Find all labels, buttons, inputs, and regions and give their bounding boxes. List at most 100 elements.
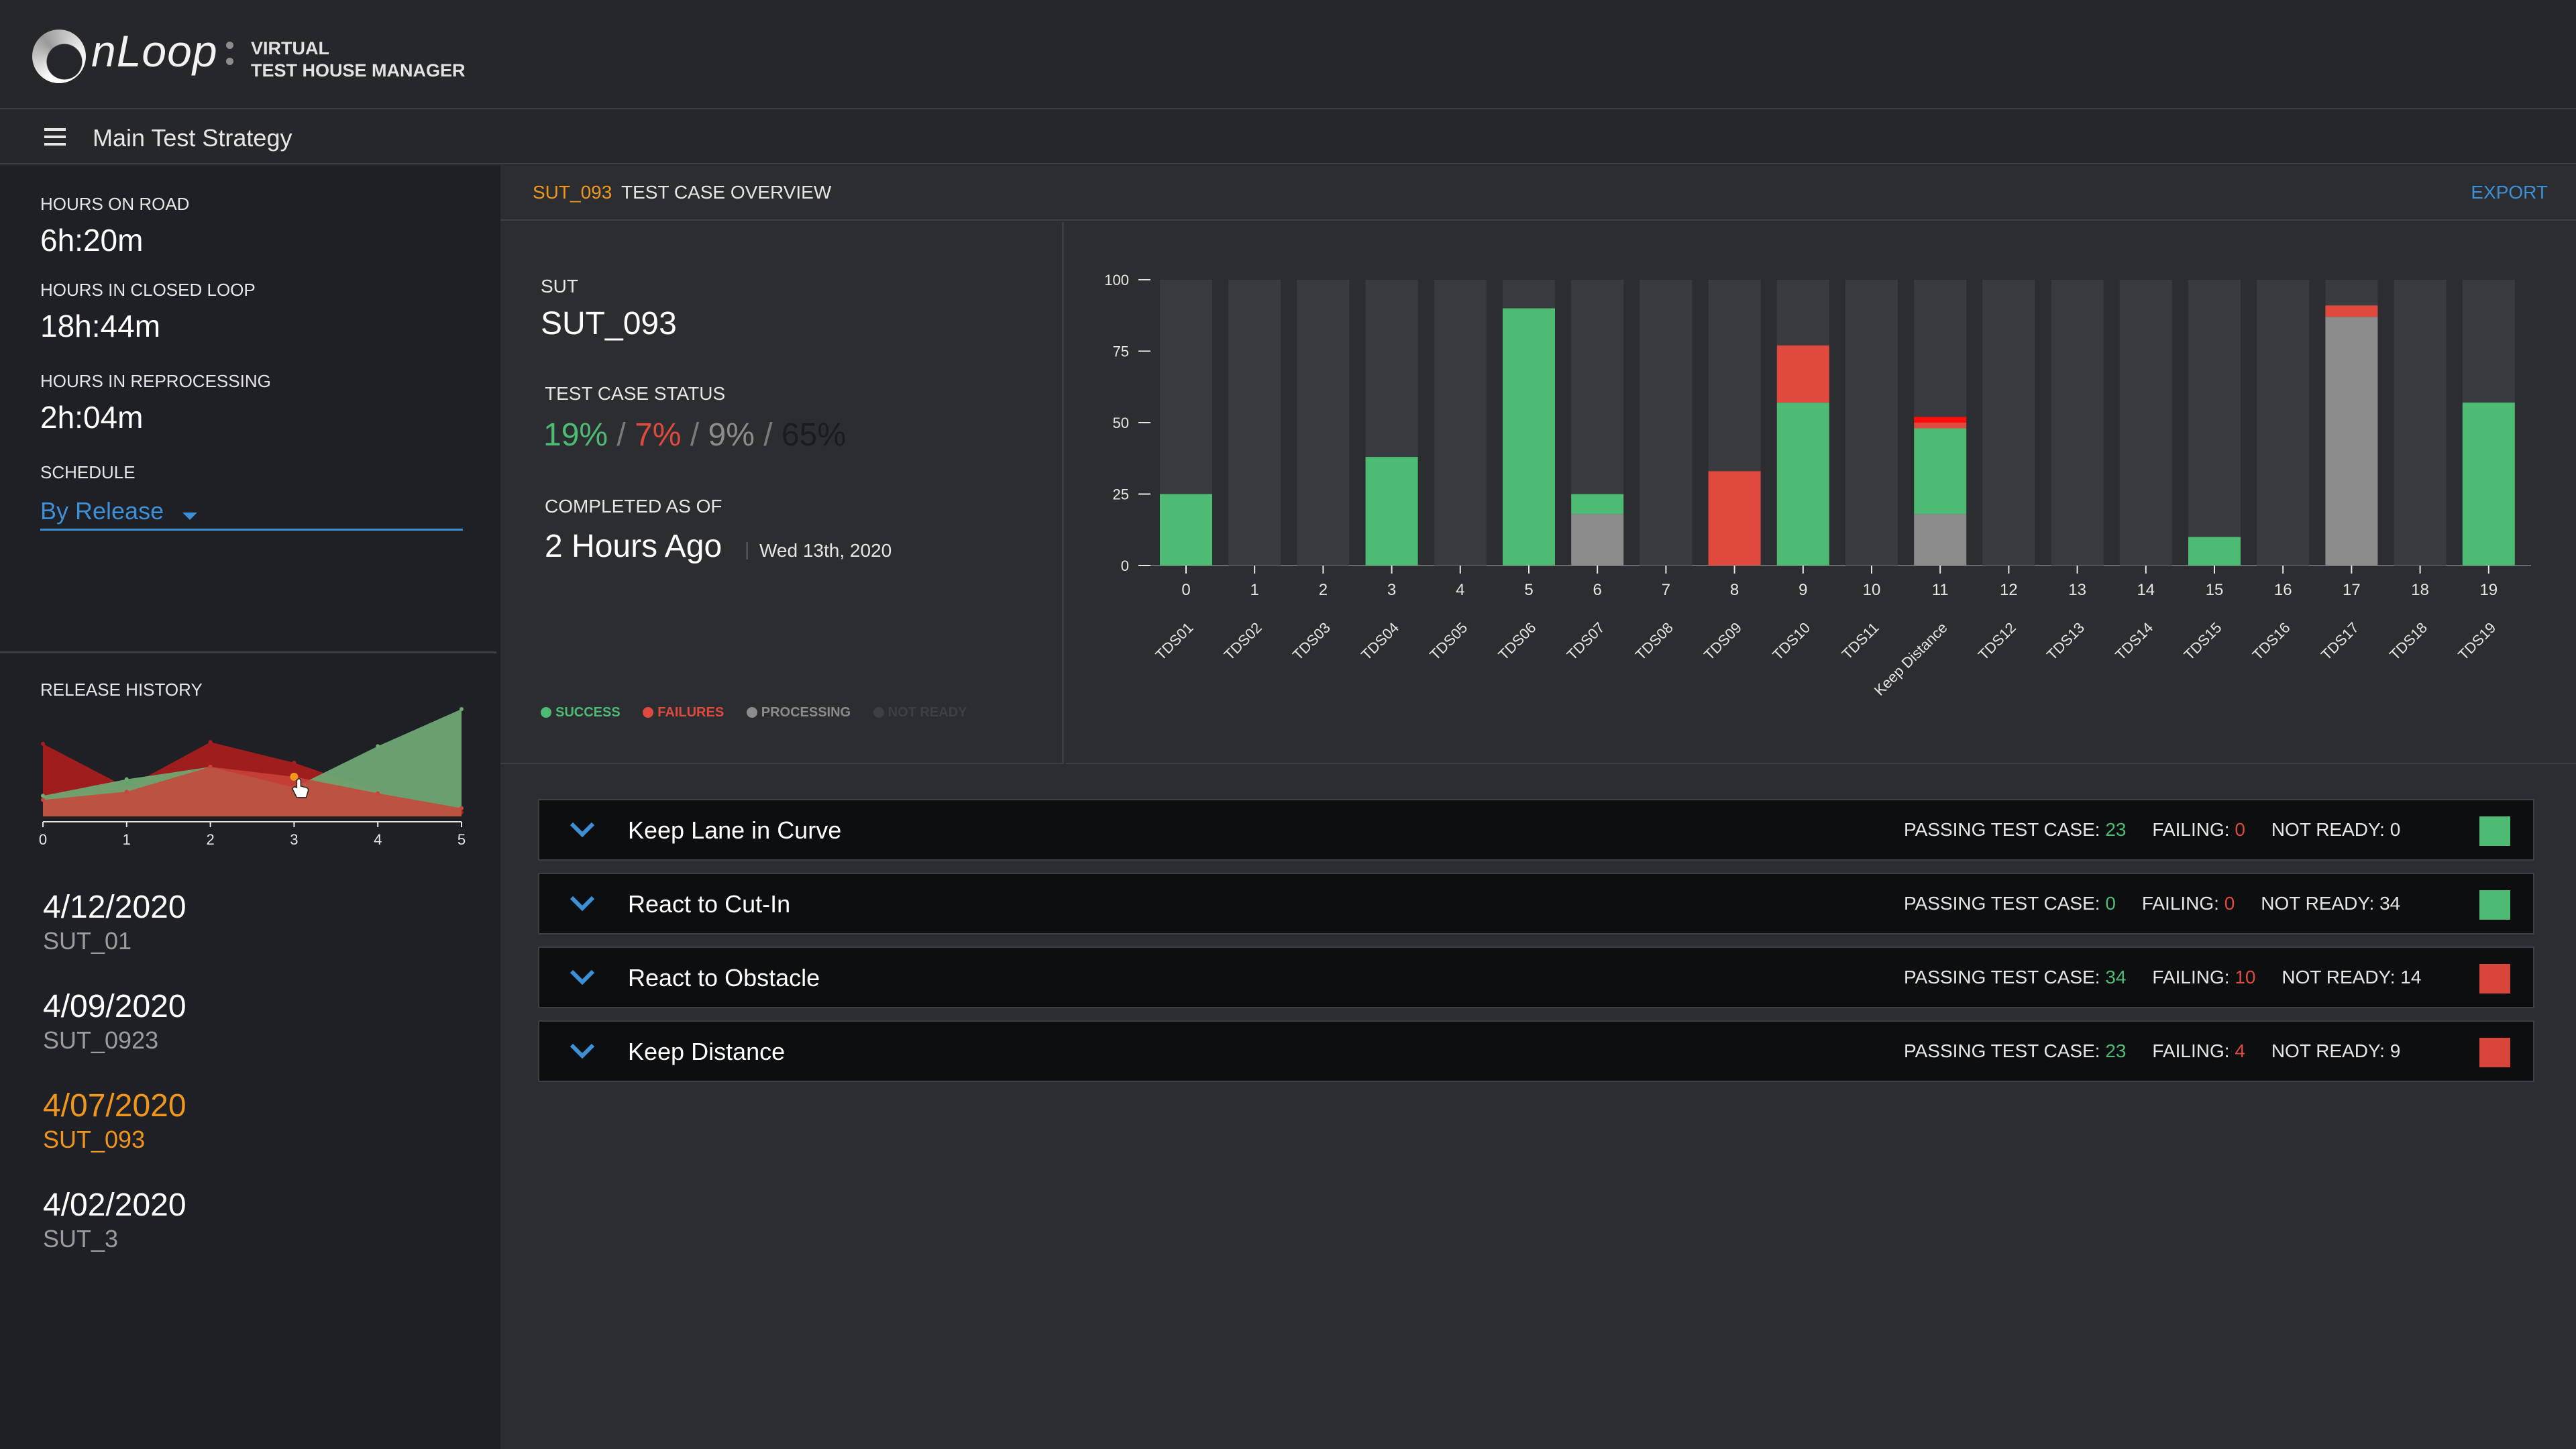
hand-cursor-icon [292, 778, 309, 798]
release-item[interactable]: 4/02/2020 SUT_3 [43, 1187, 186, 1253]
x-tick-label: 6 [1593, 581, 1602, 599]
category-label: TDS05 [1426, 619, 1470, 663]
category-label: TDS06 [1495, 619, 1539, 663]
category-label: Keep Distance [1871, 619, 1951, 699]
chevron-down-icon[interactable] [569, 1042, 596, 1059]
bar-segment-failures[interactable] [1708, 471, 1761, 566]
x-tick-label: 14 [2137, 581, 2155, 599]
logo-text: nLoop [91, 26, 218, 76]
bar-segment-success[interactable] [1503, 308, 1555, 566]
release-item-active[interactable]: 4/07/2020 SUT_093 [43, 1087, 186, 1154]
completed-date-divider: | [745, 539, 750, 559]
bar-segment-success[interactable] [1914, 428, 1967, 515]
bar-segment-success[interactable] [1571, 494, 1624, 515]
category-label: TDS03 [1289, 619, 1334, 663]
bar-segment-failures[interactable] [1914, 423, 1967, 429]
schedule-value: By Release [40, 497, 164, 525]
release-point[interactable] [41, 741, 45, 746]
category-label: TDS11 [1839, 619, 1882, 663]
hours-closed-loop-label: HOURS IN CLOSED LOOP [40, 280, 256, 300]
bar-segment-failures[interactable] [1776, 345, 1829, 403]
category-label: TDS13 [2043, 619, 2088, 663]
test-group-row[interactable]: Keep Lane in Curve PASSING TEST CASE: 23… [538, 799, 2534, 861]
status-swatch [2479, 816, 2510, 846]
completed-label: COMPLETED AS OF [545, 496, 722, 517]
schedule-select[interactable]: By Release [40, 497, 463, 531]
legend-not-ready: NOT READY [873, 705, 967, 720]
release-point[interactable] [41, 794, 45, 798]
y-tick-label: 50 [1113, 415, 1129, 431]
legend-failures: FAILURES [643, 705, 724, 720]
bar-segment-success[interactable] [2188, 537, 2241, 566]
chevron-down-icon[interactable] [569, 820, 596, 838]
bar-segment-success[interactable] [1776, 402, 1829, 566]
menu-icon[interactable] [44, 128, 66, 146]
release-sut: SUT_0923 [43, 1026, 159, 1054]
bar-background-not-ready [1434, 280, 1487, 566]
status-not-ready: 65% [781, 417, 846, 453]
hours-reprocessing-label: HOURS IN REPROCESSING [40, 371, 271, 391]
release-item[interactable]: 4/09/2020 SUT_0923 [43, 988, 186, 1055]
release-point-selected[interactable] [290, 772, 299, 781]
sut-info-panel: SUT SUT_093 TEST CASE STATUS 19% / 7% / … [500, 222, 1064, 764]
test-case-status-label: TEST CASE STATUS [545, 383, 726, 404]
release-item[interactable]: 4/12/2020 SUT_01 [43, 889, 186, 955]
strategy-bar: Main Test Strategy [0, 111, 2576, 164]
x-tick-label: 5 [1524, 581, 1533, 599]
bar-background-not-ready [2394, 280, 2447, 566]
bar-segment-failures_highlight[interactable] [1914, 417, 1967, 423]
bar-segment-success[interactable] [1365, 457, 1418, 566]
release-point[interactable] [208, 740, 213, 745]
status-separator: / [763, 417, 773, 453]
release-date: 4/09/2020 [43, 989, 186, 1024]
sut-label: SUT [541, 276, 578, 297]
test-group-stats: PASSING TEST CASE: 23 FAILING: 4 NOT REA… [1904, 1040, 2401, 1061]
release-sut: SUT_093 [43, 1126, 146, 1153]
status-swatch [2479, 1038, 2510, 1067]
release-point[interactable] [460, 707, 464, 711]
release-point[interactable] [124, 777, 129, 782]
bar-segment-success[interactable] [2462, 402, 2515, 566]
main-content: SUT_093 TEST CASE OVERVIEW EXPORT SUT SU… [500, 166, 2576, 1449]
test-group-stats: PASSING TEST CASE: 34 FAILING: 10 NOT RE… [1904, 967, 2422, 987]
release-point[interactable] [376, 744, 380, 749]
release-history-chart[interactable]: 0 1 2 3 4 5 [38, 696, 467, 850]
release-x-tick-label: 3 [290, 831, 298, 848]
sut-value: SUT_093 [541, 306, 677, 341]
export-button[interactable]: EXPORT [2471, 182, 2548, 203]
product-name-line1: VIRTUAL [251, 38, 329, 58]
dot-icon [873, 707, 884, 718]
bar-segment-processing[interactable] [1571, 514, 1624, 566]
bar-segment-success[interactable] [1160, 494, 1212, 566]
release-point[interactable] [460, 806, 464, 810]
x-tick-label: 3 [1387, 581, 1396, 599]
nloop-logo-icon [32, 30, 86, 83]
chevron-down-icon[interactable] [569, 894, 596, 912]
category-label: TDS01 [1152, 619, 1196, 663]
chevron-down-icon[interactable] [569, 968, 596, 985]
bar-background-not-ready [1228, 280, 1281, 566]
status-success: 19% [543, 417, 608, 453]
bar-background-not-ready [2188, 280, 2241, 566]
test-case-status: 19% / 7% / 9% / 65% [543, 417, 846, 453]
bar-segment-processing[interactable] [2325, 317, 2378, 566]
category-label: TDS02 [1221, 619, 1265, 663]
release-point[interactable] [41, 798, 45, 802]
release-point[interactable] [208, 765, 213, 769]
test-group-row[interactable]: React to Cut-In PASSING TEST CASE: 0 FAI… [538, 873, 2534, 934]
bar-segment-failures[interactable] [2325, 305, 2378, 317]
release-point[interactable] [124, 790, 129, 794]
hours-closed-loop-value: 18h:44m [40, 309, 161, 343]
status-separator: / [616, 417, 626, 453]
release-point[interactable] [292, 761, 297, 765]
dot-icon [746, 707, 757, 718]
bar-background-not-ready [2257, 280, 2310, 566]
test-group-row[interactable]: React to Obstacle PASSING TEST CASE: 34 … [538, 947, 2534, 1008]
hours-on-road-value: 6h:20m [40, 223, 144, 258]
bar-segment-processing[interactable] [1914, 514, 1967, 566]
category-label: TDS04 [1358, 619, 1402, 663]
test-group-row[interactable]: Keep Distance PASSING TEST CASE: 23 FAIL… [538, 1020, 2534, 1082]
release-point[interactable] [376, 791, 380, 796]
completed-date: Wed 13th, 2020 [759, 540, 892, 561]
bar-background-not-ready [2119, 280, 2172, 566]
